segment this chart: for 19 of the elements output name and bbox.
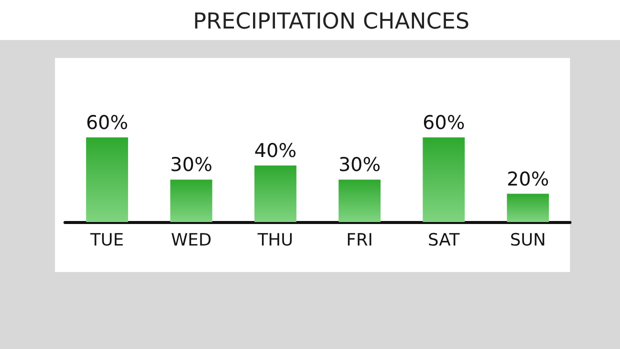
x-tick-label: SUN bbox=[510, 230, 546, 250]
data-label: 20% bbox=[506, 168, 550, 190]
bar bbox=[170, 180, 212, 222]
bar bbox=[254, 166, 296, 222]
x-tick-label: WED bbox=[170, 230, 212, 250]
data-label: 40% bbox=[254, 140, 297, 162]
x-tick-label: THU bbox=[256, 230, 294, 250]
x-tick-label: FRI bbox=[346, 230, 373, 250]
data-label: 30% bbox=[338, 154, 381, 176]
chart-title: PRECIPITATION CHANCES bbox=[193, 10, 470, 34]
bar bbox=[506, 194, 549, 222]
data-label: 30% bbox=[170, 154, 212, 176]
x-tick-label: TUE bbox=[89, 230, 124, 250]
bar bbox=[338, 180, 381, 222]
data-label: 60% bbox=[86, 112, 128, 134]
bar bbox=[422, 137, 465, 222]
bar bbox=[86, 137, 128, 222]
data-label: 60% bbox=[422, 112, 465, 134]
x-tick-label: SAT bbox=[428, 230, 460, 250]
